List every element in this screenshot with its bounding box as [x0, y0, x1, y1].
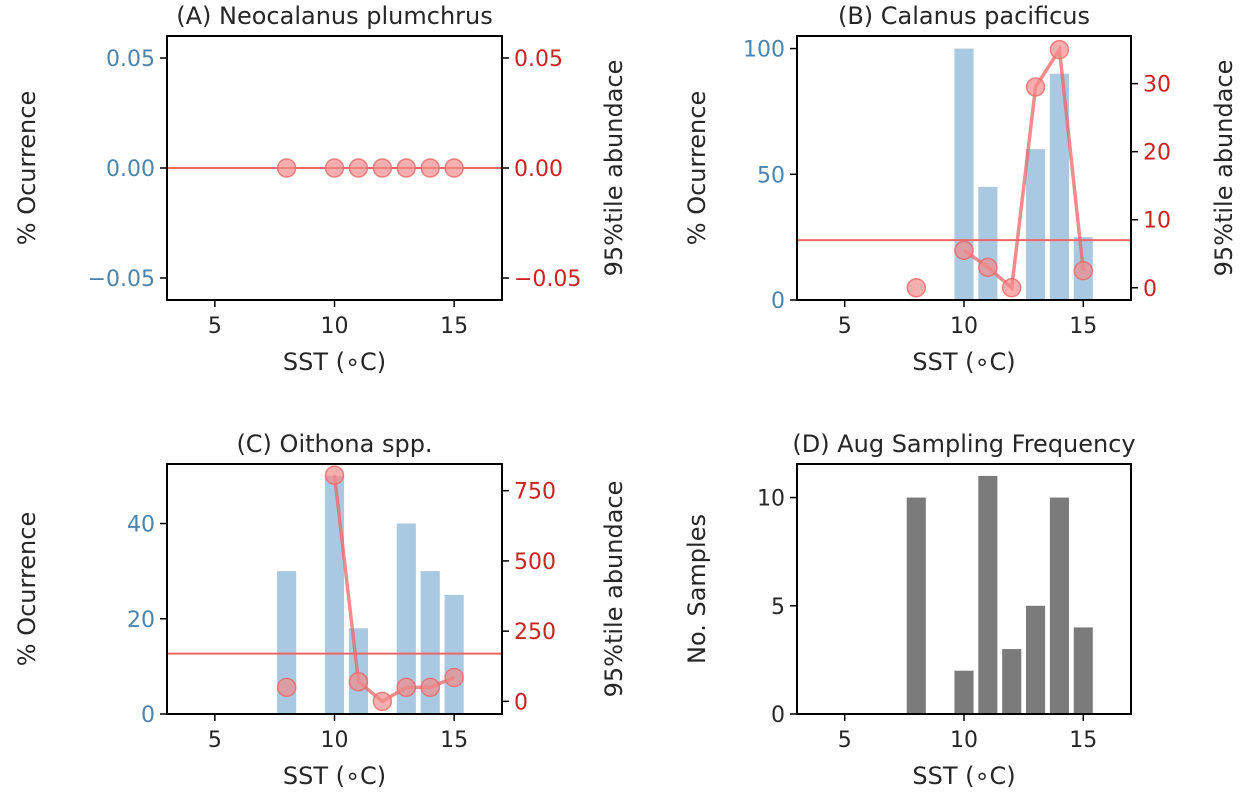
y2-tick-label-A-2: 0.05: [514, 47, 563, 72]
abundance-point-A-8: [276, 158, 297, 178]
panel-A: 5 10 15 −0.05 0.00 0.05 −0.05 0.00 0.05 (A) Neoca…: [13, 2, 628, 376]
x-axis-label-D: SST (∘C): [912, 762, 1015, 790]
y-axis-label-D: No. Samples: [683, 514, 711, 664]
bar-D-12: [1002, 649, 1022, 714]
bar-D-10: [954, 670, 974, 714]
y2-axis-label-A: 95%tile abundace: [600, 60, 628, 277]
y-tick-label-A-0: −0.05: [88, 267, 155, 292]
chart-title-B: (B) Calanus pacificus: [838, 2, 1090, 30]
bar-C-10: [324, 475, 345, 714]
bar-B-14: [1049, 73, 1069, 300]
x-tick-label-B-5: 5: [838, 314, 852, 339]
y2-tick-label-B-0: 0: [1143, 277, 1157, 302]
bar-D-11: [978, 475, 998, 714]
y-tick-label-A-1: 0.00: [106, 157, 155, 182]
abundance-point-A-15: [444, 158, 464, 178]
bar-C-8: [277, 571, 297, 714]
y-tick-label-C-2: 40: [127, 513, 155, 538]
y2-tick-label-C-3: 750: [514, 480, 556, 505]
x-tick-label-D-10: 10: [950, 728, 978, 753]
abundance-point-C-15: [444, 667, 464, 688]
abundance-point-B-13: [1025, 77, 1046, 97]
y-tick-label-B-2: 100: [743, 38, 785, 63]
bar-B-11: [978, 186, 998, 300]
y2-tick-label-B-3: 30: [1143, 73, 1171, 98]
x-tick-label-C-10: 10: [321, 728, 349, 753]
x-tick-label-D-5: 5: [838, 728, 852, 753]
y-tick-label-C-1: 20: [127, 608, 155, 633]
abundance-point-C-13: [396, 677, 417, 698]
bar-D-8: [906, 497, 926, 714]
y-tick-label-C-0: 0: [141, 703, 155, 728]
abundance-point-B-10: [954, 240, 974, 261]
panel-B: 5 10 15 0 50 100 0 10 20 30 (B) Calanus pacificus S…: [683, 2, 1238, 376]
x-axis-label-C: SST (∘C): [283, 762, 386, 790]
bar-D-14: [1049, 497, 1069, 714]
chart-title-D: (D) Aug Sampling Frequency: [792, 430, 1135, 458]
y-tick-label-D-0: 0: [771, 703, 785, 728]
abundance-point-C-10: [324, 465, 345, 485]
y-tick-label-B-1: 50: [757, 163, 785, 188]
x-tick-label-D-15: 15: [1069, 728, 1097, 753]
y2-tick-label-B-1: 10: [1143, 209, 1171, 234]
x-tick-label-C-5: 5: [208, 728, 222, 753]
x-tick-label-B-15: 15: [1069, 314, 1097, 339]
y2-tick-label-C-1: 250: [514, 620, 556, 645]
abundance-point-A-14: [420, 158, 440, 178]
bar-C-13: [396, 523, 416, 714]
abundance-point-B-8: [906, 278, 927, 298]
x-axis-label-B: SST (∘C): [912, 348, 1015, 376]
y2-tick-label-A-1: 0.00: [514, 157, 563, 182]
bar-B-10: [954, 48, 974, 301]
abundance-point-B-15: [1073, 260, 1094, 281]
y-axis-label-B: % Ocurrence: [683, 91, 711, 245]
x-tick-label-C-15: 15: [440, 728, 468, 753]
abundance-point-A-11: [348, 158, 369, 178]
abundance-point-C-8: [276, 677, 297, 698]
y-tick-label-A-2: 0.05: [106, 47, 155, 72]
abundance-point-B-12: [1001, 278, 1022, 298]
abundance-point-C-12: [372, 691, 393, 712]
bar-D-15: [1073, 627, 1093, 714]
abundance-point-A-12: [372, 158, 393, 178]
abundance-point-B-11: [978, 257, 998, 278]
bar-C-14: [420, 571, 440, 714]
chart-title-C: (C) Oithona spp.: [236, 430, 432, 458]
abundance-point-C-14: [420, 677, 440, 698]
y-axis-label-A: % Ocurrence: [13, 91, 41, 245]
y-tick-label-B-0: 0: [771, 289, 785, 314]
y-tick-label-D-2: 10: [757, 487, 785, 512]
abundance-point-B-14: [1049, 39, 1070, 60]
x-axis-label-A: SST (∘C): [283, 348, 386, 376]
y2-axis-label-B: 95%tile abundace: [1210, 60, 1238, 277]
y2-tick-label-C-2: 500: [514, 550, 556, 575]
abundance-point-C-11: [348, 671, 369, 692]
bar-D-13: [1026, 605, 1046, 714]
x-tick-label-A-5: 5: [208, 314, 222, 339]
bar-B-13: [1026, 149, 1046, 300]
abundance-point-A-10: [324, 158, 345, 178]
x-tick-label-A-15: 15: [440, 314, 468, 339]
y-tick-label-D-1: 5: [771, 595, 785, 620]
panel-D: 5 10 15 0 5 10 (D) Aug Sampling Frequency SST (…: [683, 430, 1136, 790]
y2-tick-label-A-0: −0.05: [514, 267, 581, 292]
panel-C: 5 10 15 0 20 40 0 250 500 750 (C) Oithona spp. SST …: [13, 430, 628, 790]
y2-tick-label-C-0: 0: [514, 690, 528, 715]
chart-title-A: (A) Neocalanus plumchrus: [176, 2, 493, 30]
x-tick-label-A-10: 10: [321, 314, 349, 339]
x-tick-label-B-10: 10: [950, 314, 978, 339]
y2-axis-label-C: 95%tile abundace: [600, 481, 628, 698]
y2-tick-label-B-2: 20: [1143, 141, 1171, 166]
y-axis-label-C: % Ocurrence: [13, 512, 41, 666]
abundance-point-A-13: [396, 158, 417, 178]
